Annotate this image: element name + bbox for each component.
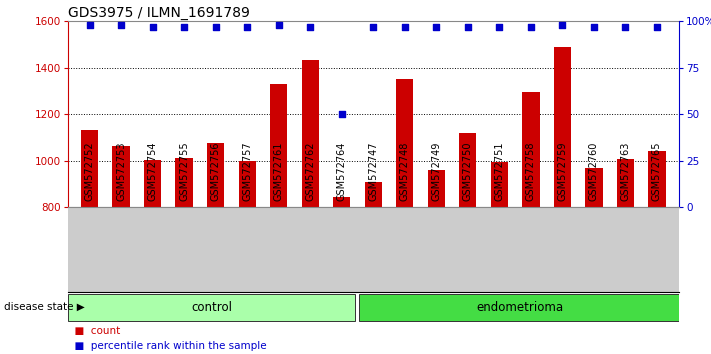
- Point: [462, 24, 474, 30]
- Bar: [491, 162, 508, 207]
- Text: endometrioma: endometrioma: [476, 301, 564, 314]
- Bar: [585, 168, 603, 207]
- Point: [115, 22, 127, 28]
- Point: [525, 24, 537, 30]
- Bar: [270, 84, 287, 207]
- Bar: [427, 170, 445, 207]
- Text: ■  count: ■ count: [68, 326, 119, 336]
- Point: [493, 24, 505, 30]
- Bar: [207, 143, 225, 207]
- Point: [620, 24, 631, 30]
- Bar: [81, 130, 98, 207]
- Bar: [333, 197, 351, 207]
- Point: [304, 24, 316, 30]
- Text: control: control: [192, 301, 233, 314]
- Text: ■  percentile rank within the sample: ■ percentile rank within the sample: [68, 341, 266, 351]
- Bar: [616, 159, 634, 207]
- Bar: [522, 92, 540, 207]
- Point: [651, 24, 663, 30]
- Bar: [176, 158, 193, 207]
- Bar: [648, 152, 665, 207]
- Bar: [301, 59, 319, 207]
- FancyBboxPatch shape: [359, 293, 679, 321]
- Bar: [144, 160, 161, 207]
- Point: [368, 24, 379, 30]
- Text: disease state ▶: disease state ▶: [4, 302, 85, 312]
- Point: [588, 24, 599, 30]
- Text: GDS3975 / ILMN_1691789: GDS3975 / ILMN_1691789: [68, 6, 250, 20]
- Point: [399, 24, 410, 30]
- Bar: [365, 182, 382, 207]
- Point: [431, 24, 442, 30]
- Point: [557, 22, 568, 28]
- Point: [273, 22, 284, 28]
- Point: [147, 24, 159, 30]
- Point: [84, 22, 95, 28]
- Bar: [459, 133, 476, 207]
- FancyBboxPatch shape: [68, 293, 356, 321]
- Point: [242, 24, 253, 30]
- Point: [210, 24, 221, 30]
- Bar: [396, 79, 414, 207]
- Point: [336, 111, 348, 117]
- Bar: [112, 145, 130, 207]
- Point: [178, 24, 190, 30]
- Bar: [554, 47, 571, 207]
- Bar: [238, 161, 256, 207]
